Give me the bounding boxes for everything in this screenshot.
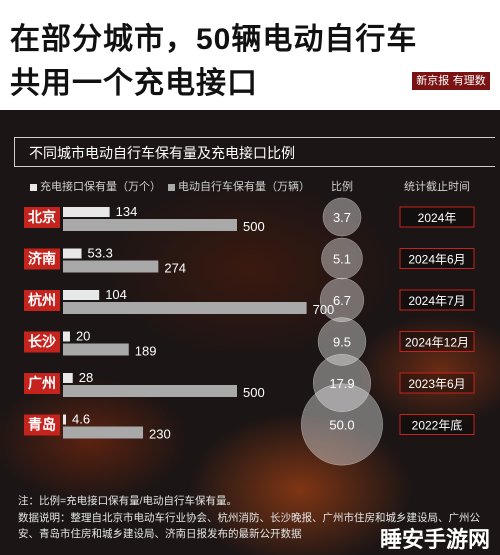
bikes-bar — [63, 302, 307, 314]
bikes-value-label: 500 — [243, 385, 265, 400]
bikes-value-label: 700 — [313, 302, 335, 317]
ratio-circle — [319, 277, 365, 323]
date-label: 2024年 — [418, 211, 457, 225]
ports-bar — [63, 414, 66, 425]
ports-value-label: 4.6 — [72, 412, 90, 427]
ports-bar — [63, 331, 70, 342]
publisher-logo: 新京报 有理数 — [412, 72, 490, 90]
ratio-value-label: 6.7 — [333, 293, 351, 308]
ratio-circle — [312, 353, 372, 413]
legend-bikes-label: 电动自行车保有量（万辆） — [178, 181, 310, 193]
ratio-value-label: 17.9 — [329, 376, 354, 391]
note-source-1: 数据说明：整理自北京市电动车行业协会、杭州消防、长沙晚报、广州市住房和城乡建设局… — [18, 512, 480, 524]
bikes-value-label: 189 — [135, 344, 157, 359]
chart-background — [0, 110, 500, 555]
ports-bar — [63, 207, 110, 217]
date-box — [399, 206, 475, 228]
bikes-bar — [63, 260, 159, 273]
chart-title-box: 不同城市电动自行车保有量及充电接口比例 — [14, 137, 495, 167]
headline-line-1: 在部分城市，50辆电动自行车 — [10, 23, 418, 56]
bikes-value-label: 274 — [164, 261, 186, 276]
city-label-box — [24, 373, 60, 394]
legend-bikes: 电动自行车保有量（万辆） — [168, 178, 310, 194]
ports-bar — [63, 290, 100, 300]
date-label: 2024年6月 — [408, 253, 465, 267]
city-label: 青岛 — [28, 417, 56, 433]
ratio-circle — [321, 237, 363, 280]
bikes-bar — [63, 343, 129, 356]
city-label: 杭州 — [28, 292, 56, 308]
ratio-value-label: 3.7 — [333, 210, 351, 225]
city-label-box — [24, 207, 60, 228]
legend-ports-label: 充电接口保有量（万个） — [40, 181, 161, 193]
date-label: 2022年底 — [412, 418, 463, 433]
legend-ports-swatch — [30, 183, 37, 191]
ports-value-label: 53.3 — [88, 246, 113, 261]
date-box — [399, 414, 475, 435]
city-label-box — [24, 414, 60, 436]
bikes-bar — [63, 426, 144, 439]
ports-value-label: 134 — [116, 204, 138, 219]
bikes-bar — [63, 385, 237, 397]
date-box — [399, 289, 475, 311]
date-label: 2024年12月 — [405, 336, 469, 350]
legend-ports: 充电接口保有量（万个） — [30, 178, 161, 194]
city-label: 济南 — [28, 251, 56, 267]
ratio-value-label: 50.0 — [329, 418, 354, 433]
date-box — [399, 331, 475, 352]
note-ratio: 注：比例=充电接口保有量/电动自行车保有量。 — [18, 495, 238, 507]
city-label-box — [24, 331, 60, 353]
bikes-value-label: 230 — [149, 427, 171, 442]
chart-title: 不同城市电动自行车保有量及充电接口比例 — [29, 145, 295, 161]
city-label: 长沙 — [28, 334, 56, 350]
column-header-date: 统计截止时间 — [404, 181, 470, 193]
city-label: 广州 — [28, 375, 56, 391]
watermark: 睡安手游网 — [379, 527, 490, 552]
ports-bar — [63, 248, 82, 259]
note-source-2: 安、青岛市住房和城乡建设局、济南日报发布的最新公开数据 — [18, 528, 302, 540]
headline-line-2: 共用一个充电接口 — [10, 67, 258, 100]
header-area: 在部分城市，50辆电动自行车 共用一个充电接口 新京报 有理数 — [0, 0, 500, 110]
ratio-circle — [301, 383, 383, 466]
ports-bar — [63, 373, 73, 383]
legend-bikes-swatch — [168, 183, 175, 191]
column-header-ratio: 比例 — [331, 181, 353, 193]
ports-value-label: 104 — [105, 287, 127, 302]
bikes-bar — [63, 219, 237, 231]
date-box — [399, 372, 475, 394]
ports-value-label: 28 — [79, 370, 93, 385]
bikes-value-label: 500 — [243, 219, 265, 234]
city-label-box — [24, 248, 60, 270]
date-box — [399, 248, 475, 269]
date-label: 2024年7月 — [408, 294, 465, 308]
ports-value-label: 20 — [76, 329, 90, 344]
ratio-circle — [317, 317, 367, 366]
city-label: 北京 — [28, 209, 56, 225]
ratio-value-label: 5.1 — [333, 252, 351, 267]
ratio-circle — [322, 197, 362, 237]
city-label-box — [24, 290, 60, 311]
ratio-value-label: 9.5 — [333, 335, 351, 350]
date-label: 2023年6月 — [408, 377, 465, 391]
